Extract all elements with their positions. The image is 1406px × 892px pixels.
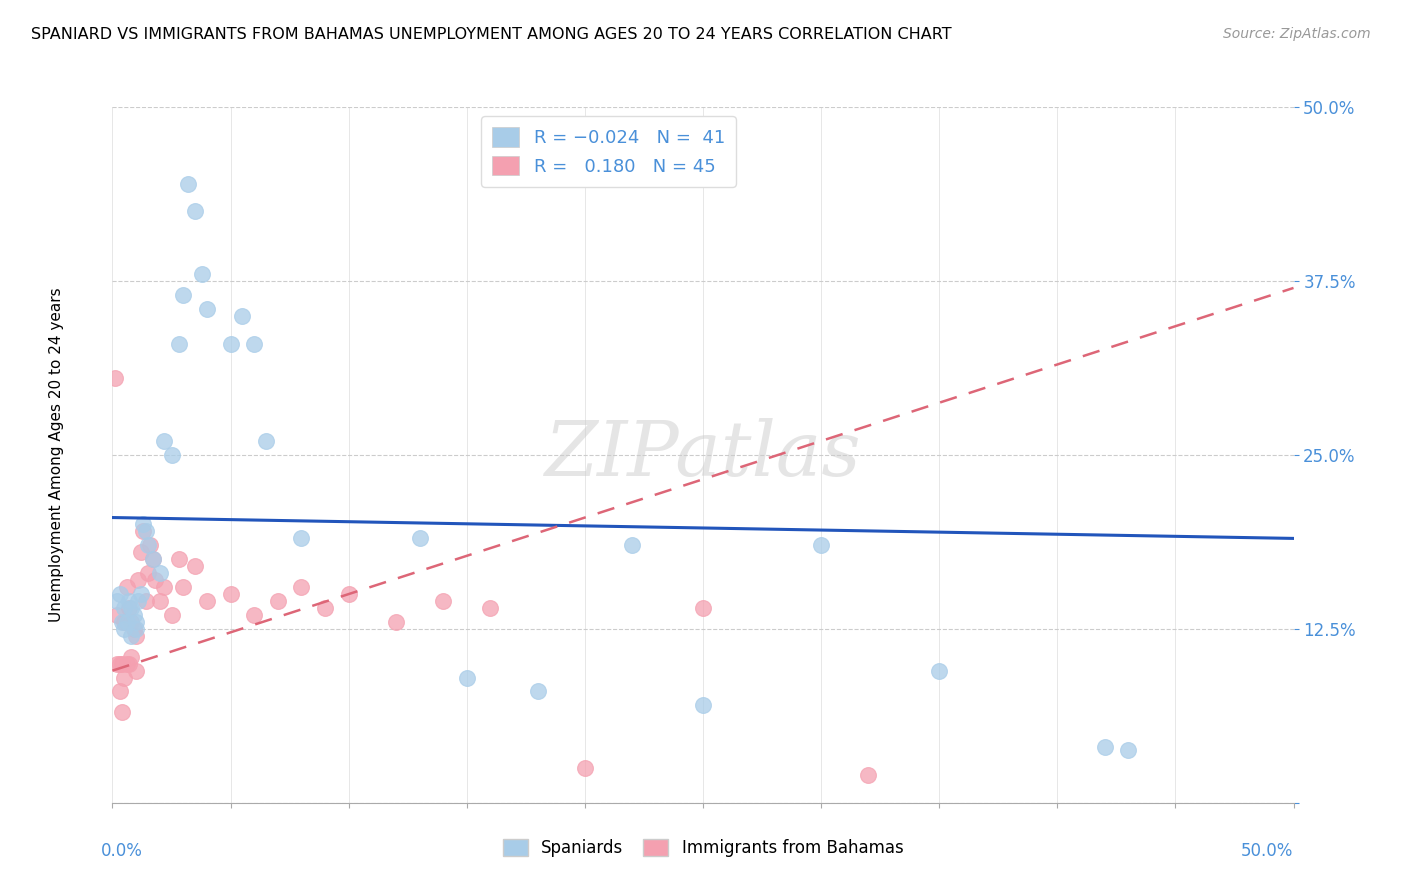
Point [231, 309, 253, 323]
Point [160, 607, 183, 622]
Point [385, 615, 408, 629]
Point [125, 622, 148, 636]
Point [290, 532, 312, 546]
Point [136, 538, 159, 552]
Point [112, 615, 135, 629]
Point [118, 594, 141, 608]
Point [129, 587, 152, 601]
Point [120, 649, 142, 664]
Point [136, 566, 159, 581]
Point [115, 580, 138, 594]
Point [858, 768, 880, 782]
Point [115, 615, 138, 629]
Point [153, 434, 176, 448]
Point [243, 336, 266, 351]
Point [108, 684, 131, 698]
Point [184, 559, 207, 574]
Point [153, 580, 176, 594]
Point [167, 336, 190, 351]
Point [142, 552, 165, 566]
Point [127, 573, 149, 587]
Point [810, 538, 832, 552]
Point [104, 371, 127, 385]
Point [105, 657, 128, 671]
Point [254, 434, 277, 448]
Point [167, 552, 190, 566]
Point [125, 629, 148, 643]
Point [105, 607, 128, 622]
Point [692, 601, 714, 615]
Point [314, 601, 336, 615]
Point [177, 177, 200, 191]
Point [120, 629, 142, 643]
Point [574, 761, 596, 775]
Point [120, 615, 142, 629]
Point [408, 532, 430, 546]
Point [135, 594, 157, 608]
Point [125, 664, 148, 678]
Point [122, 607, 145, 622]
Point [111, 615, 134, 629]
Point [1094, 740, 1116, 755]
Point [135, 524, 157, 539]
Point [120, 601, 142, 615]
Point [479, 601, 502, 615]
Point [149, 566, 172, 581]
Text: SPANIARD VS IMMIGRANTS FROM BAHAMAS UNEMPLOYMENT AMONG AGES 20 TO 24 YEARS CORRE: SPANIARD VS IMMIGRANTS FROM BAHAMAS UNEM… [31, 27, 952, 42]
Point [184, 204, 207, 219]
Text: Source: ZipAtlas.com: Source: ZipAtlas.com [1223, 27, 1371, 41]
Point [108, 587, 131, 601]
Point [621, 538, 644, 552]
Legend: R = −0.024   N =  41, R =   0.180   N = 45: R = −0.024 N = 41, R = 0.180 N = 45 [481, 116, 735, 186]
Point [132, 524, 155, 539]
Point [112, 671, 135, 685]
Point [143, 573, 166, 587]
Point [337, 587, 360, 601]
Point [118, 657, 141, 671]
Point [139, 538, 162, 552]
Point [172, 288, 194, 302]
Point [172, 580, 194, 594]
Point [928, 664, 950, 678]
Point [267, 594, 290, 608]
Point [149, 594, 172, 608]
Point [290, 580, 312, 594]
Point [243, 607, 266, 622]
Point [122, 622, 145, 636]
Point [219, 336, 242, 351]
Point [195, 301, 218, 316]
Point [105, 594, 128, 608]
Point [111, 657, 134, 671]
Point [112, 601, 135, 615]
Text: 0.0%: 0.0% [101, 842, 143, 860]
Point [118, 601, 141, 615]
Text: ZIPatlas: ZIPatlas [544, 418, 862, 491]
Point [195, 594, 218, 608]
Point [219, 587, 242, 601]
Point [115, 657, 138, 671]
Point [160, 448, 183, 462]
Point [132, 517, 155, 532]
Point [191, 267, 214, 281]
Point [432, 594, 454, 608]
Point [111, 706, 134, 720]
Point [129, 545, 152, 559]
Point [125, 615, 148, 629]
Legend: Spaniards, Immigrants from Bahamas: Spaniards, Immigrants from Bahamas [496, 832, 910, 864]
Point [1116, 743, 1139, 757]
Text: 50.0%: 50.0% [1241, 842, 1294, 860]
Point [127, 594, 149, 608]
Point [112, 622, 135, 636]
Point [456, 671, 478, 685]
Y-axis label: Unemployment Among Ages 20 to 24 years: Unemployment Among Ages 20 to 24 years [49, 287, 63, 623]
Point [526, 684, 548, 698]
Point [142, 552, 165, 566]
Point [692, 698, 714, 713]
Point [108, 657, 131, 671]
